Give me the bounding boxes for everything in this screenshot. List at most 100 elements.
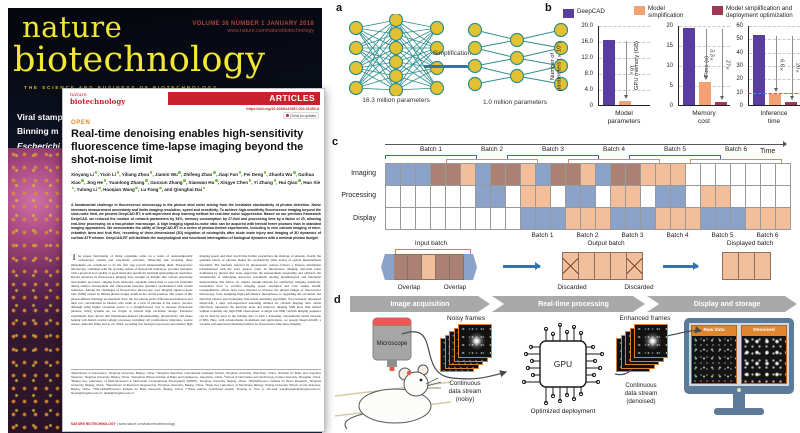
cover-tagline: THE SCIENCE AND BUSINESS OF BIOTECHNOLOG…	[24, 85, 216, 90]
author-name: Jing He	[86, 178, 107, 185]
network-node	[388, 82, 404, 96]
imaging-cell	[566, 164, 581, 186]
displayed-batch-shape	[722, 252, 771, 280]
legend-label: Model simplification	[648, 5, 684, 20]
reduction-factor-label: 16×	[628, 65, 635, 78]
cover-website: www.nature.com/naturebiotechnology	[227, 28, 314, 34]
display-cell	[446, 208, 461, 230]
imaging-cell	[626, 164, 641, 186]
imaging-cell	[386, 164, 401, 186]
input-batch-label: Input batch	[414, 240, 448, 247]
gridline	[679, 66, 730, 67]
gridline	[599, 26, 650, 27]
stage-realtime-processing: Real-time processing	[492, 296, 645, 312]
stage-image-acquisition: Image acquisition	[350, 296, 490, 312]
output-batch-label: Output batch	[587, 240, 625, 247]
bar-deepcad	[753, 35, 765, 105]
display-cell	[506, 208, 521, 230]
orcid-icon	[215, 178, 218, 182]
batch-brackets: Batch 1 Batch 2 Batch 3 Batch 4 Batch 5 Batch…	[385, 146, 791, 163]
check-updates-button[interactable]: Check for updates	[282, 112, 319, 119]
orcid-icon	[159, 186, 162, 190]
processing-cell	[731, 186, 746, 208]
row-label-display: Display	[353, 214, 376, 222]
monitor-power-light	[737, 388, 741, 392]
processing-cell	[491, 186, 506, 208]
batch-label-bottom: Batch 4	[666, 232, 689, 239]
monitor-stand-base	[714, 408, 764, 415]
optimized-deployment-label: Optimized deployment	[530, 408, 596, 415]
denoised-image	[742, 336, 786, 383]
processing-cell	[596, 186, 611, 208]
cover-title-line2: biotechnology	[13, 40, 266, 80]
input-batch-bracket	[395, 249, 471, 254]
network-node	[388, 14, 404, 28]
processing-cell	[626, 186, 641, 208]
processing-cell	[611, 186, 626, 208]
network-node	[509, 32, 525, 48]
reduction-arrow	[774, 36, 778, 93]
raw-data-image	[692, 336, 736, 383]
network-node	[348, 40, 364, 56]
imaging-cell	[761, 164, 776, 186]
cranial-window-dot	[406, 370, 412, 376]
display-cell	[581, 208, 596, 230]
cover-volume: VOLUME 36 NUMBER 1 JANUARY 2018	[192, 21, 314, 27]
orcid-icon	[135, 186, 139, 190]
legend-label: Model simplification and deployment opti…	[726, 5, 793, 20]
sparse-network-diagram	[467, 22, 569, 92]
author-name: Yulong Li	[77, 186, 101, 192]
gpu-chip-icon: GPU	[521, 322, 605, 406]
panel-c-label: c	[332, 136, 339, 148]
orcid-icon	[71, 186, 75, 190]
display-cell	[776, 208, 791, 230]
processing-cell	[431, 186, 446, 208]
batch-bracket	[690, 159, 782, 163]
display-cell	[626, 208, 641, 230]
simplification-label: Simplification	[432, 50, 472, 57]
gridline	[749, 52, 800, 54]
chart1-ylabel: Number of parameters (×10⁶)	[550, 41, 563, 91]
author-name: Yiliang Zhou	[122, 171, 153, 177]
network-node	[388, 68, 404, 84]
article-doi-link[interactable]: https://doi.org/10.1038/s41587-022-01450…	[246, 107, 319, 111]
bar-model-simplification-and-deployment-optimization	[715, 102, 727, 105]
batch-label-bottom: Batch 2	[576, 232, 599, 239]
discarded-cell-right	[626, 252, 643, 280]
article-title: Real-time denoising enables high-sensiti…	[71, 128, 304, 166]
batch-label-top: Batch 1	[419, 146, 443, 153]
processing-cell	[416, 186, 431, 208]
mouse-head	[403, 371, 429, 397]
stage-display-storage: Display and storage	[647, 296, 797, 312]
y-tick-label: 20	[666, 23, 673, 29]
imaging-cell	[506, 164, 521, 186]
orcid-icon	[149, 171, 153, 174]
author-name: Zhifeng Zhao	[184, 171, 216, 177]
legend-swatch	[712, 6, 723, 15]
batch-labels-bottom: Batch 1 Batch 2 Batch 3 Batch 4 Batch 5 Batch…	[385, 232, 791, 241]
batch-bracket	[385, 155, 477, 159]
display-cell	[746, 208, 761, 230]
monitor-stand-neck	[733, 394, 745, 410]
orcid-icon	[292, 171, 296, 174]
processing-cell	[461, 186, 476, 208]
microscope-red-band	[373, 318, 411, 326]
chart2-yticks: 0 5 10 15 20	[650, 23, 676, 109]
author-name: Hao Xie	[71, 180, 320, 193]
processing-cell	[656, 186, 671, 208]
overlap-label-left: Overlap	[397, 284, 421, 291]
display-cell	[551, 208, 566, 230]
network-node	[467, 76, 483, 92]
imaging-cell	[536, 164, 551, 186]
processing-cell	[521, 186, 536, 208]
processing-cell	[761, 186, 776, 208]
gridline	[599, 74, 650, 75]
network-node	[388, 40, 404, 56]
y-tick-label: 15	[666, 43, 673, 49]
display-cell	[611, 208, 626, 230]
bar-deepcad	[603, 39, 615, 105]
display-cell	[431, 208, 446, 230]
author-name: Zhaofa Wu	[269, 171, 296, 177]
batch-label-top: Batch 4	[602, 146, 626, 153]
